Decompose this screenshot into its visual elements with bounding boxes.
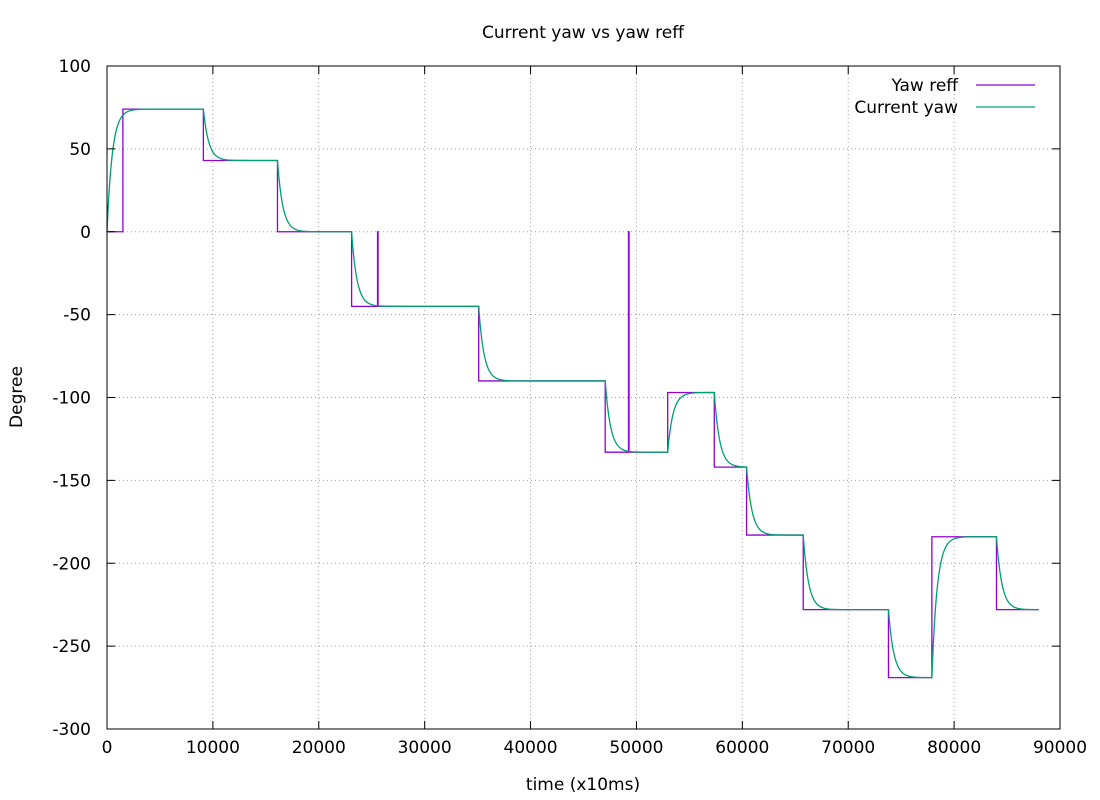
x-tick-label: 50000 [609, 738, 663, 758]
x-tick-label: 70000 [821, 738, 875, 758]
legend-label: Yaw reff [890, 76, 959, 96]
x-tick-label: 60000 [715, 738, 769, 758]
y-tick-label: -50 [63, 306, 91, 326]
y-tick-label: 50 [69, 140, 91, 160]
y-tick-label: -200 [52, 554, 91, 574]
y-tick-label: 100 [59, 57, 91, 77]
x-axis-title: time (x10ms) [526, 775, 640, 795]
x-tick-label: 20000 [292, 738, 346, 758]
y-tick-label: -150 [52, 471, 91, 491]
x-tick-label: 30000 [398, 738, 452, 758]
y-axis-title: Degree [7, 366, 27, 428]
axis-ticks: 0 10000 20000 30000 40000 50000 60000 70000 8000… [52, 57, 1087, 758]
chart-title: Current yaw vs yaw reff [482, 23, 685, 43]
series-line-current-yaw [106, 108, 1039, 679]
legend-label: Current yaw [854, 98, 958, 118]
y-tick-label: -250 [52, 637, 91, 657]
series-line-yaw-reff [107, 108, 1039, 679]
grid [107, 66, 1060, 729]
x-tick-label: 0 [102, 738, 113, 758]
x-tick-label: 40000 [504, 738, 558, 758]
y-tick-label: -100 [52, 389, 91, 409]
y-tick-label: -300 [52, 720, 91, 740]
x-tick-label: 10000 [186, 738, 240, 758]
series-layer [106, 108, 1039, 679]
x-tick-label: 90000 [1033, 738, 1087, 758]
y-tick-label: 0 [80, 223, 91, 243]
x-tick-label: 80000 [927, 738, 981, 758]
